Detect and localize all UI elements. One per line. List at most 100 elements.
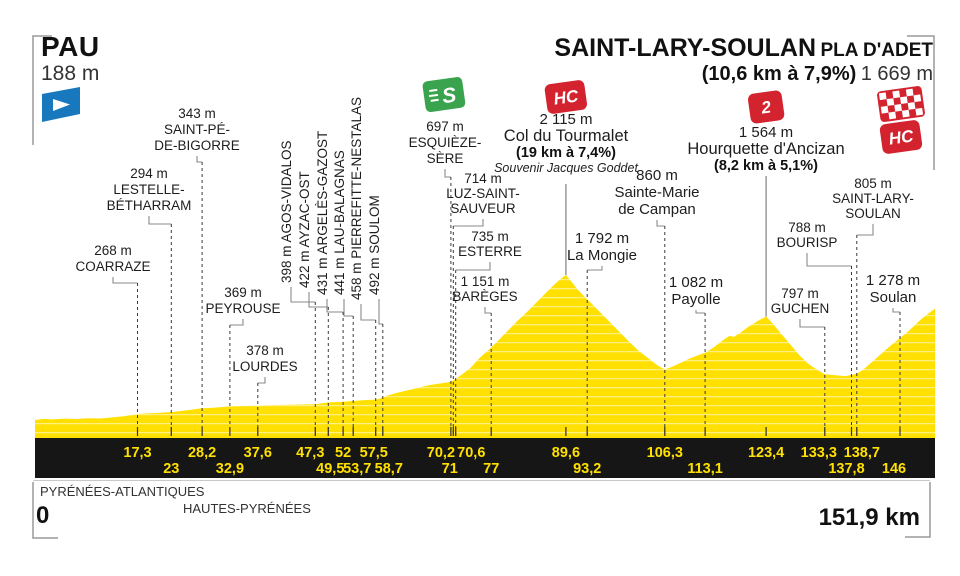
axis-km-label: 57,5 — [360, 445, 388, 461]
label-elbow-connector — [453, 219, 484, 227]
location-label: 2 115 m Col du Tourmalet (19 km à 7,4%) Sou… — [494, 111, 638, 175]
finish-checkered-flag-icon — [877, 86, 925, 122]
svg-text:S: S — [441, 83, 458, 108]
location-label: 1 278 m Soulan — [866, 272, 920, 306]
location-label: 860 m Sainte-Marie de Campan — [614, 167, 699, 218]
location-label: 714 m LUZ-SAINT-SAUVEUR — [446, 171, 520, 216]
location-label: 697 m ESQUIÈZE-SÈRE — [409, 119, 482, 166]
elevation-profile-area — [35, 275, 935, 438]
label-elbow-connector — [656, 220, 665, 227]
label-elbow-connector — [343, 299, 354, 317]
axis-km-label: 28,2 — [188, 445, 216, 461]
axis-km-label: 58,7 — [375, 461, 403, 477]
axis-km-label: 32,9 — [216, 461, 244, 477]
location-label: 343 m SAINT-PÉ-DE-BIGORRE — [154, 106, 240, 153]
axis-km-label: 37,6 — [244, 445, 272, 461]
finish-header: SAINT-LARY-SOULAN PLA D'ADET (10,6 km à … — [554, 34, 933, 86]
corner-bracket — [907, 35, 935, 170]
axis-km-label: 137,8 — [828, 461, 864, 477]
location-label: 805 m SAINT-LARY-SOULAN — [832, 176, 914, 221]
svg-text:HC: HC — [888, 126, 916, 148]
axis-km-label: 138,7 — [844, 445, 880, 461]
location-label: 1 792 m La Mongie — [567, 230, 637, 264]
label-elbow-connector — [484, 307, 492, 314]
label-elbow-connector — [360, 304, 376, 321]
axis-km-label: 71 — [442, 461, 458, 477]
sprint-badge-icon: S — [422, 77, 466, 112]
corner-bracket — [32, 482, 58, 539]
finish-altitude: 1 669 m — [860, 63, 933, 85]
label-elbow-connector — [148, 216, 172, 225]
axis-km-label: 146 — [882, 461, 906, 477]
axis-km-label: 93,2 — [573, 461, 601, 477]
axis-km-label: 17,3 — [123, 445, 151, 461]
finish-suffix: PLA D'ADET — [820, 40, 933, 61]
start-flag-icon — [42, 87, 80, 122]
total-distance-label: 151,9 km — [818, 504, 920, 531]
axis-km-label: 23 — [163, 461, 179, 477]
axis-km-label: 123,4 — [748, 445, 784, 461]
axis-km-label: 133,3 — [801, 445, 837, 461]
svg-text:2: 2 — [759, 97, 773, 117]
location-label: 398 m AGOS-VIDALOS — [279, 140, 294, 283]
finish-stats-line: (10,6 km à 7,9%) 1 669 m — [554, 63, 933, 86]
label-elbow-connector — [856, 224, 874, 236]
axis-km-label: 49,5 — [316, 461, 344, 477]
location-label: 431 m ARGELÈS-GAZOST — [315, 131, 330, 295]
corner-bracket — [905, 482, 931, 538]
label-elbow-connector — [799, 319, 825, 328]
axis-km-label: 53,7 — [343, 461, 371, 477]
location-label: 1 082 m Payolle — [669, 274, 723, 308]
location-label: 441 m LAU-BALAGNAS — [332, 150, 347, 295]
label-elbow-connector — [892, 308, 900, 313]
location-label: 369 m PEYROUSE — [205, 285, 280, 316]
label-elbow-connector — [112, 277, 138, 284]
finish-city: SAINT-LARY-SOULAN — [554, 34, 816, 62]
label-elbow-connector — [229, 319, 244, 326]
hc-badge-icon: HC — [879, 120, 923, 154]
label-elbow-connector — [308, 292, 329, 308]
label-elbow-connector — [587, 266, 603, 271]
axis-km-label: 70,2 — [427, 445, 455, 461]
location-label: 735 m ESTERRE — [458, 229, 522, 259]
label-elbow-connector — [257, 377, 266, 384]
label-elbow-connector — [444, 169, 451, 178]
location-label: 492 m SOULOM — [367, 195, 382, 295]
hc-badge-icon: HC — [544, 80, 587, 114]
svg-text:HC: HC — [552, 86, 580, 108]
corner-bracket — [32, 35, 52, 145]
location-label: 268 m COARRAZE — [75, 243, 150, 274]
axis-km-label: 70,6 — [457, 445, 485, 461]
axis-km-label: 77 — [483, 461, 499, 477]
label-elbow-connector — [378, 299, 383, 325]
label-elbow-connector — [290, 287, 316, 303]
axis-km-label: 113,1 — [687, 461, 723, 477]
location-label: 422 m AYZAC-OST — [297, 171, 312, 288]
start-km-label: 0 — [36, 502, 50, 529]
start-altitude: 188 m — [41, 62, 100, 85]
distance-axis-bar — [35, 438, 935, 478]
axis-km-label: 106,3 — [647, 445, 683, 461]
axis-km-label: 47,3 — [296, 445, 324, 461]
location-label: 1 564 m Hourquette d'Ancizan (8,2 km à 5,1… — [687, 124, 844, 174]
start-city: PAU — [41, 31, 100, 62]
department-label-hautes-pyrenees: HAUTES-PYRÉNÉES — [183, 501, 311, 516]
location-label: 788 m BOURISP — [777, 220, 838, 250]
location-label: 1 151 m BARÈGES — [452, 274, 517, 304]
label-elbow-connector — [196, 156, 203, 163]
label-elbow-connector — [695, 310, 706, 314]
label-elbow-connector — [326, 299, 344, 313]
axis-km-label: 52 — [335, 445, 351, 461]
finish-climb-stats: (10,6 km à 7,9%) — [701, 63, 857, 85]
start-header: PAU 188 m — [41, 32, 100, 86]
location-label: 797 m GUCHEN — [771, 286, 830, 316]
location-label: 378 m LOURDES — [232, 343, 297, 374]
location-label: 458 m PIERREFITTE-NESTALAS — [349, 97, 364, 300]
axis-km-label: 89,6 — [552, 445, 580, 461]
department-label-pyrenees-atlantiques: PYRÉNÉES-ATLANTIQUES — [40, 484, 205, 499]
finish-title-line: SAINT-LARY-SOULAN PLA D'ADET — [554, 34, 933, 63]
label-elbow-connector — [455, 262, 491, 271]
category-2-badge-icon: 2 — [747, 90, 785, 124]
